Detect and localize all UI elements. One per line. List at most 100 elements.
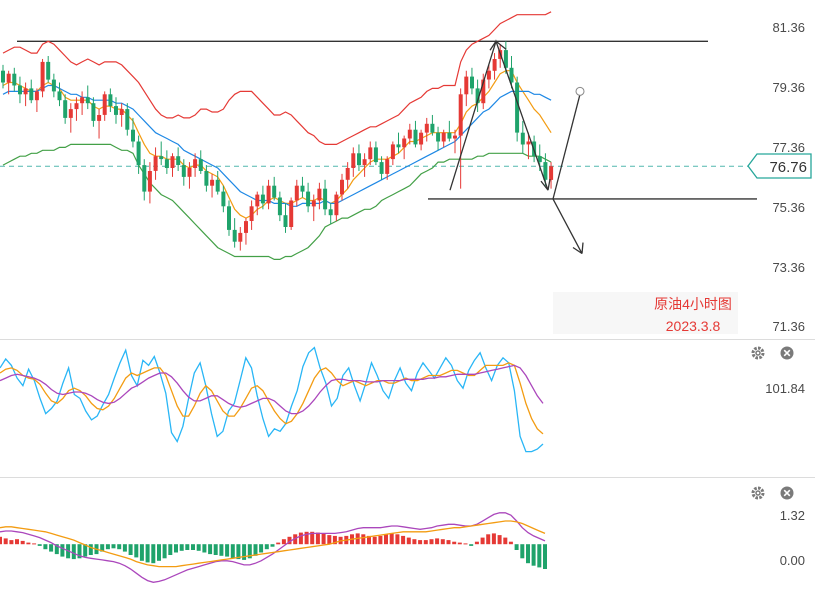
oscillator-panel: [0, 346, 544, 453]
gear-teeth: [751, 486, 765, 500]
candle-body: [159, 156, 164, 160]
candle-body: [368, 147, 373, 160]
pattern-arrowhead: [489, 40, 507, 51]
macd-histogram-bar: [281, 539, 286, 545]
macd-histogram-bar: [122, 544, 127, 552]
macd-histogram-bar: [298, 532, 303, 545]
candle-body: [402, 138, 407, 148]
projection-arrowhead-down: [572, 242, 584, 255]
macd-histogram-bar: [60, 544, 65, 557]
macd-histogram-bar: [26, 542, 31, 545]
macd-histogram-bar: [196, 544, 201, 551]
candle-body: [481, 79, 486, 104]
macd-histogram-bar: [440, 539, 445, 545]
price-tick-label: 71.36: [772, 319, 805, 334]
oscillator-line: [0, 362, 544, 435]
macd-histogram-bar: [384, 534, 388, 545]
projection-arrow-up: [552, 94, 581, 200]
macd-histogram-bar: [457, 542, 462, 545]
candle-body: [526, 141, 531, 145]
macd-histogram-bar: [378, 535, 383, 545]
candle-body: [458, 94, 463, 136]
macd-histogram-bar: [88, 544, 93, 555]
candle-body: [470, 76, 474, 89]
price-panel: [0, 11, 757, 260]
macd-histogram-bar: [117, 544, 122, 550]
candle-body: [215, 179, 220, 192]
candle-body: [396, 144, 401, 148]
macd-histogram-bar: [219, 544, 224, 556]
close-cross: [783, 489, 791, 497]
macd-histogram-bar: [151, 544, 156, 564]
macd-histogram-bar: [491, 533, 496, 545]
price-tick-label: 79.36: [772, 80, 805, 95]
price-tick-label: 77.36: [772, 140, 805, 155]
macd-histogram-bar: [418, 540, 423, 545]
candle-body: [91, 103, 96, 121]
macd-histogram-bar: [293, 534, 298, 545]
oscillator-close-icon[interactable]: [780, 346, 794, 360]
macd-histogram-bar: [474, 541, 479, 545]
macd-histogram-bar: [259, 544, 264, 553]
macd-histogram-bar: [480, 537, 485, 545]
macd-histogram-bar: [497, 535, 502, 545]
macd-histogram-bar: [412, 539, 417, 545]
candle-body: [57, 91, 62, 101]
candle-body: [244, 221, 248, 233]
candle-body: [260, 194, 265, 204]
macd-histogram-bar: [361, 534, 366, 545]
macd-histogram-bar: [543, 544, 547, 569]
macd-histogram-bar: [406, 537, 411, 545]
candle-body: [515, 82, 520, 133]
macd-histogram-bar: [514, 544, 519, 550]
candle-body: [23, 88, 28, 95]
candle-body: [204, 171, 209, 186]
candle-body: [153, 156, 158, 171]
macd-histogram-bar: [389, 533, 394, 545]
macd-histogram-bar: [43, 544, 48, 550]
current-price-badge: 76.76: [747, 153, 812, 179]
candle-body: [198, 159, 203, 171]
macd-histogram-bar: [435, 538, 440, 545]
macd-histogram-bar: [537, 544, 542, 568]
price-tick-label: 73.36: [772, 260, 805, 275]
gear-teeth: [751, 346, 765, 360]
candle-body: [125, 109, 130, 130]
macd-histogram-bar: [0, 536, 2, 545]
candle-body: [74, 103, 79, 110]
candle-body: [306, 191, 311, 207]
candle-body: [255, 194, 260, 207]
candle-body: [63, 100, 68, 118]
macd-histogram-bar: [332, 535, 337, 545]
gear-hub: [755, 490, 761, 496]
price-tick-label: 81.36: [772, 20, 805, 35]
macd-close-icon[interactable]: [780, 486, 794, 500]
macd-histogram-bar: [185, 544, 190, 550]
macd-histogram-bar: [423, 540, 428, 545]
macd-histogram-bar: [276, 542, 281, 545]
candle-body: [114, 106, 118, 115]
candle-body: [543, 162, 548, 180]
candle-body: [97, 115, 102, 121]
candle-body: [187, 168, 192, 177]
macd-histogram-bar: [168, 544, 173, 555]
macd-histogram-bar: [452, 541, 457, 545]
candle-body: [509, 67, 514, 83]
oscillator-line: [0, 364, 544, 415]
candle-body: [351, 153, 356, 168]
macd-histogram-bar: [531, 544, 536, 566]
candle-body: [164, 159, 169, 168]
macd-histogram-bar: [315, 532, 320, 545]
candle-body: [345, 168, 350, 180]
candle-body: [362, 159, 367, 166]
macd-histogram-bar: [520, 544, 525, 559]
projection-arrow-down: [552, 198, 583, 254]
macd-settings-gear-icon[interactable]: [751, 486, 765, 500]
candle-body: [210, 179, 215, 186]
candle-body: [453, 135, 457, 139]
macd-line: [0, 520, 546, 568]
macd-histogram-bar: [49, 544, 54, 552]
candle-body: [357, 153, 361, 166]
oscillator-settings-gear-icon[interactable]: [751, 346, 765, 360]
